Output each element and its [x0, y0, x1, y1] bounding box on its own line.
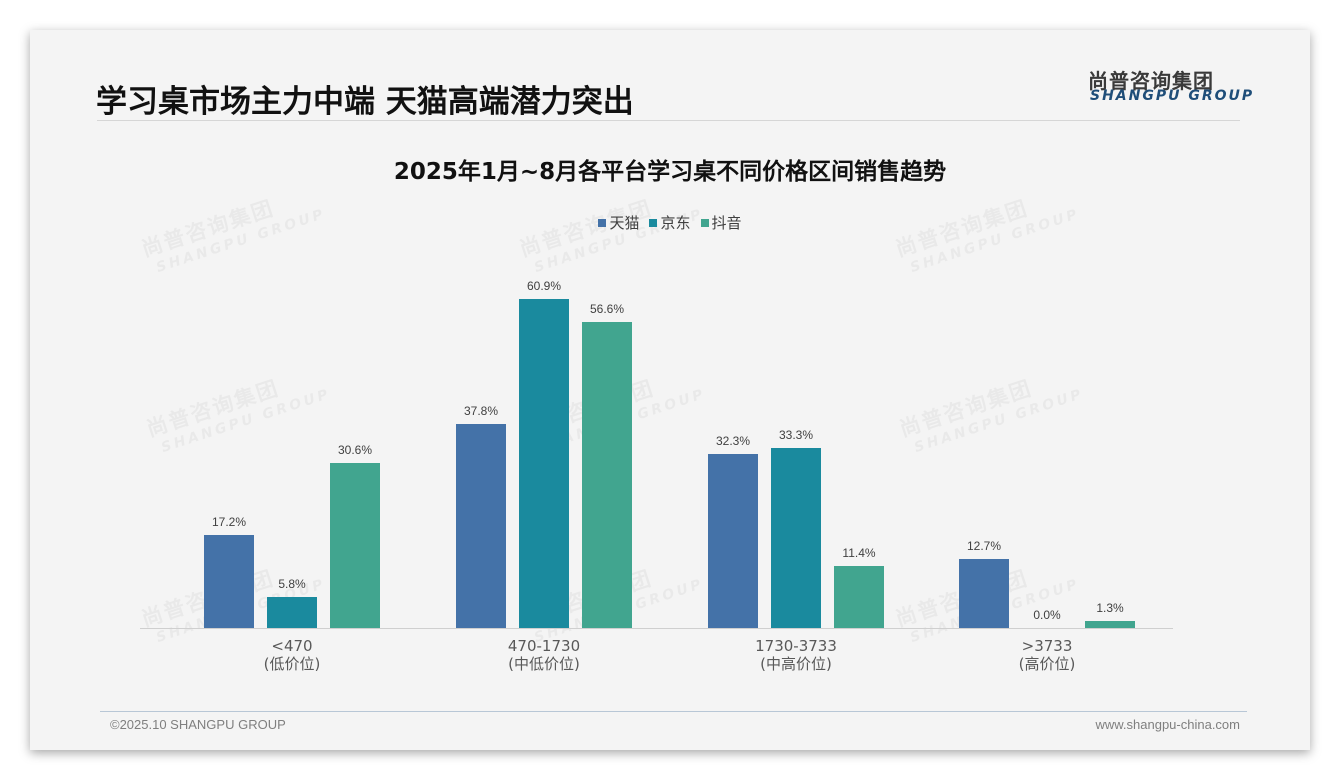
title-divider	[97, 120, 1240, 121]
logo-english: SHANGPU GROUP	[1090, 88, 1255, 104]
bar-value-label: 60.9%	[526, 279, 562, 293]
legend-item-tmall: 天猫	[598, 212, 639, 233]
legend-item-jd: 京东	[649, 212, 691, 233]
bar-value-label: 0.0%	[1033, 608, 1061, 622]
x-axis-category-label: >3733 (高价位)	[967, 637, 1127, 673]
bar-value-label: 30.6%	[337, 443, 373, 457]
bar	[267, 597, 317, 628]
legend-label: 抖音	[711, 214, 742, 232]
footer-website: www.shangpu-china.com	[1095, 717, 1240, 732]
x-axis-category-label: 1730-3733 (中高价位)	[716, 637, 876, 673]
legend-swatch-icon	[598, 218, 607, 227]
footer-divider	[100, 711, 1247, 712]
x-axis-category-label: 470-1730 (中低价位)	[464, 637, 624, 673]
category-tier: (高价位)	[1018, 655, 1076, 673]
bar-value-label: 12.7%	[966, 539, 1002, 553]
bar	[834, 566, 884, 628]
legend-swatch-icon	[700, 218, 709, 227]
bar-value-label: 5.8%	[278, 577, 306, 591]
category-tier: (低价位)	[263, 655, 321, 673]
chart-title: 2025年1月~8月各平台学习桌不同价格区间销售趋势	[393, 159, 947, 185]
slide: 学习桌市场主力中端 天猫高端潜力突出 尚普咨询集团 SHANGPU GROUP …	[30, 30, 1310, 750]
bar-value-label: 33.3%	[778, 428, 814, 442]
bar	[959, 559, 1009, 628]
legend-label: 京东	[660, 214, 691, 232]
bar	[1085, 621, 1135, 628]
page-title: 学习桌市场主力中端 天猫高端潜力突出	[96, 84, 634, 120]
category-tier: (中高价位)	[760, 655, 832, 673]
bar-value-label: 32.3%	[715, 434, 751, 448]
logo-chinese: 尚普咨询集团	[1088, 69, 1214, 93]
bar-value-label: 11.4%	[842, 546, 876, 560]
bar	[771, 448, 821, 628]
x-axis-line	[140, 628, 1173, 629]
bar-value-label: 1.3%	[1096, 601, 1124, 615]
category-range: 470-1730	[507, 637, 581, 655]
bar	[456, 424, 506, 628]
category-range: >3733	[1021, 637, 1073, 655]
category-tier: (中低价位)	[508, 655, 580, 673]
category-range: <470	[271, 637, 313, 655]
bar-value-label: 37.8%	[463, 404, 499, 418]
bar	[330, 463, 380, 628]
category-range: 1730-3733	[755, 637, 837, 655]
x-axis-category-label: <470 (低价位)	[212, 637, 372, 673]
bar-value-label: 56.6%	[589, 302, 625, 316]
bar	[708, 454, 758, 628]
chart-legend: 天猫 京东 抖音	[30, 212, 1310, 233]
legend-item-douyin: 抖音	[700, 212, 742, 233]
legend-swatch-icon	[649, 218, 658, 227]
bar	[582, 322, 632, 628]
bar	[204, 535, 254, 628]
bar	[519, 299, 569, 628]
legend-label: 天猫	[609, 214, 640, 232]
bar-value-label: 17.2%	[211, 515, 247, 529]
footer-copyright: ©2025.10 SHANGPU GROUP	[110, 717, 286, 732]
